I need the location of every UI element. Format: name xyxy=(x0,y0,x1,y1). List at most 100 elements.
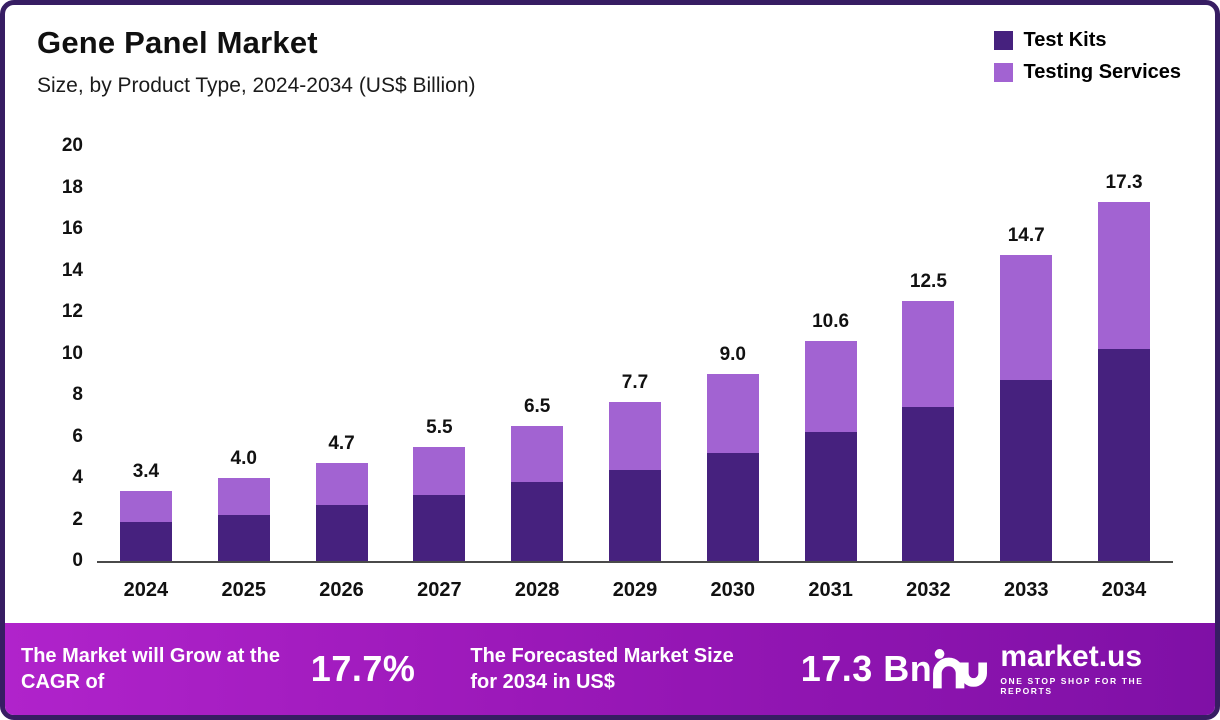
y-axis-tick: 12 xyxy=(61,301,83,322)
x-axis-label: 2026 xyxy=(319,579,364,601)
stacked-bar xyxy=(315,463,368,561)
plot-area: 0 2 4 6 8 10 12 14 16 18 20 3.4 4.0 4.7 5.5 6.5 7.7 9.0 10… xyxy=(62,136,1173,571)
bar-column: 14.7 xyxy=(977,148,1075,561)
bar-column: 6.5 xyxy=(488,148,586,561)
stacked-bar xyxy=(511,426,564,561)
bar-segment-test-kits xyxy=(1098,349,1151,561)
x-axis-label: 2025 xyxy=(221,579,266,601)
y-axis-tick: 6 xyxy=(72,425,83,447)
bar-segment-test-kits xyxy=(119,522,172,561)
bar-segment-test-kits xyxy=(511,482,564,561)
bar-total-label: 10.6 xyxy=(812,311,850,332)
y-axis-tick: 4 xyxy=(72,467,83,488)
legend-label: Test Kits xyxy=(1023,29,1107,51)
brand-text: market.us One Stop Shop For The Reports xyxy=(1000,640,1193,697)
legend-swatch-icon xyxy=(993,31,1013,50)
x-axis-label: 2028 xyxy=(514,579,560,601)
bar-segment-testing-services xyxy=(608,402,661,470)
x-axis-label: 2033 xyxy=(1003,579,1049,601)
forecast-label: The Forecasted Market Size for 2034 in U… xyxy=(470,645,734,693)
bar-total-label: 3.4 xyxy=(132,461,160,482)
bar-column: 10.6 xyxy=(782,148,880,561)
bar-segment-test-kits xyxy=(315,505,368,561)
y-axis-tick: 8 xyxy=(72,384,83,405)
bar-total-label: 4.0 xyxy=(230,448,257,469)
stacked-bar xyxy=(413,447,466,561)
stacked-bar xyxy=(706,374,759,561)
bar-segment-testing-services xyxy=(706,374,759,453)
y-axis-tick: 10 xyxy=(61,342,83,364)
bar-segment-test-kits xyxy=(1000,380,1053,561)
x-axis-label: 2032 xyxy=(906,579,951,601)
bar-column: 4.0 xyxy=(195,148,293,561)
brand-name: market.us xyxy=(1000,640,1143,673)
legend-item: Testing Services xyxy=(993,61,1181,84)
page-title: Gene Panel Market xyxy=(37,25,318,60)
bar-total-label: 5.5 xyxy=(426,417,453,438)
bar-segment-testing-services xyxy=(315,463,368,505)
brand-tagline: One Stop Shop For The Reports xyxy=(1000,676,1144,696)
stacked-bar xyxy=(902,301,955,561)
chart-subtitle: Size, by Product Type, 2024-2034 (US$ Bi… xyxy=(37,74,476,97)
bar-segment-testing-services xyxy=(902,301,955,407)
bar-column: 7.7 xyxy=(586,148,684,561)
bar-total-label: 6.5 xyxy=(523,396,551,417)
bar-total-label: 14.7 xyxy=(1007,225,1045,246)
bar-segment-test-kits xyxy=(706,453,759,561)
legend-label: Testing Services xyxy=(1023,61,1181,83)
cagr-label: The Market will Grow at the CAGR of xyxy=(21,645,280,693)
chart-header: Gene Panel Market Size, by Product Type,… xyxy=(5,5,1215,98)
legend-swatch-icon xyxy=(993,63,1013,82)
bar-column: 5.5 xyxy=(390,148,488,561)
y-axis-tick: 18 xyxy=(61,176,83,198)
x-axis-label: 2029 xyxy=(612,579,658,601)
marketus-logo-icon xyxy=(933,649,988,689)
bar-total-label: 17.3 xyxy=(1105,172,1143,193)
bars-group: 3.4 4.0 4.7 5.5 6.5 7.7 9.0 10.6 12.5 14.7 17.3 xyxy=(97,148,1173,561)
bar-segment-testing-services xyxy=(413,447,466,495)
bar-total-label: 4.7 xyxy=(328,433,355,454)
x-axis-labels: 2024 2025 2026 2027 2028 2029 2030 2031 2032 2033… xyxy=(97,563,1173,623)
bar-column: 17.3 xyxy=(1075,148,1173,561)
bar-segment-testing-services xyxy=(804,341,857,432)
bar-segment-testing-services xyxy=(119,491,172,522)
cagr-value: 17.7% xyxy=(310,648,416,689)
bar-column: 9.0 xyxy=(684,148,782,561)
y-axis-tick: 0 xyxy=(72,550,83,571)
bar-segment-test-kits xyxy=(413,495,466,561)
x-axis-label: 2031 xyxy=(808,579,853,601)
y-axis-tick: 20 xyxy=(61,135,83,156)
bar-segment-testing-services xyxy=(511,426,564,482)
bar-total-label: 7.7 xyxy=(621,372,649,393)
stacked-bar xyxy=(608,402,661,561)
bar-segment-test-kits xyxy=(804,432,857,561)
x-axis-label: 2030 xyxy=(710,579,756,601)
stacked-bar xyxy=(804,341,857,561)
bar-column: 4.7 xyxy=(293,148,391,561)
stacked-bar xyxy=(1098,202,1151,561)
x-axis-label: 2034 xyxy=(1101,579,1147,601)
y-axis-tick: 2 xyxy=(72,508,83,530)
y-axis-tick: 14 xyxy=(61,259,83,281)
bar-segment-testing-services xyxy=(217,478,270,515)
stacked-bar xyxy=(119,491,172,561)
x-axis-label: 2027 xyxy=(417,579,462,601)
y-axis-tick: 16 xyxy=(61,218,83,239)
brand-block: market.us One Stop Shop For The Reports xyxy=(932,642,1193,696)
stacked-bar xyxy=(1000,255,1053,561)
bar-segment-test-kits xyxy=(608,470,661,561)
title-block: Gene Panel Market Size, by Product Type,… xyxy=(37,25,476,98)
bar-total-label: 9.0 xyxy=(719,344,746,365)
bar-segment-test-kits xyxy=(902,407,955,561)
bar-total-label: 12.5 xyxy=(909,271,947,292)
bar-segment-test-kits xyxy=(217,515,270,561)
bar-column: 12.5 xyxy=(880,148,978,561)
legend-item: Test Kits xyxy=(993,29,1181,52)
bar-segment-testing-services xyxy=(1000,255,1053,380)
chart-area: 0 2 4 6 8 10 12 14 16 18 20 3.4 4.0 4.7 5.5 6.5 7.7 9.0 10… xyxy=(5,98,1215,623)
chart-legend: Test Kits Testing Services xyxy=(993,25,1181,84)
bar-segment-testing-services xyxy=(1098,202,1151,349)
footer-banner: The Market will Grow at the CAGR of 17.7… xyxy=(5,623,1215,715)
bar-column: 3.4 xyxy=(97,148,195,561)
